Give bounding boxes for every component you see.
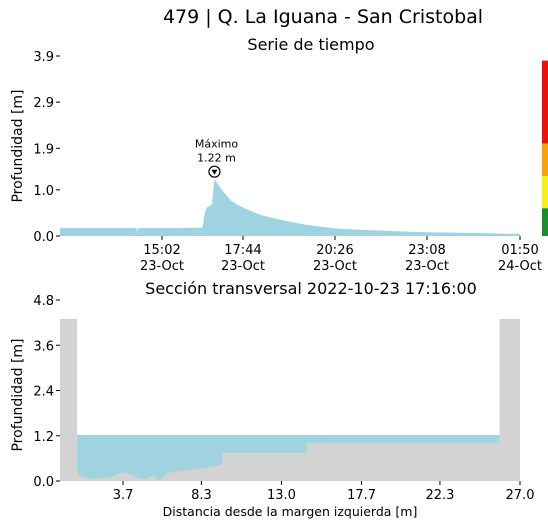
y-tick-label: 3.6 [33, 339, 54, 354]
depth-series-area [60, 179, 520, 236]
y-tick-label: 0.0 [33, 475, 54, 490]
ground-area [60, 318, 520, 481]
x-tick-label: 27.0 [506, 488, 535, 503]
x-tick-label-time: 17:44 [224, 243, 261, 258]
y-tick-label: 2.4 [33, 385, 54, 400]
x-tick-label-date: 23-Oct [405, 259, 449, 274]
time-series-x-ticks: 15:0223-Oct17:4423-Oct20:2623-Oct23:0823… [140, 236, 542, 274]
time-series-title: Serie de tiempo [247, 35, 374, 54]
y-tick-label: 1.0 [33, 184, 54, 199]
x-tick-label: 3.7 [113, 488, 134, 503]
alert-band-red [542, 60, 548, 144]
x-tick-label-time: 15:02 [143, 243, 180, 258]
x-tick-label-date: 23-Oct [313, 259, 357, 274]
time-series-y-ticks: 0.0 1.0 1.9 2.9 3.9 [33, 50, 60, 245]
time-series-ylabel: Profundidad [m] [10, 89, 26, 202]
cross-section-ylabel: Profundidad [m] [10, 338, 26, 451]
x-tick-label: 22.3 [425, 488, 454, 503]
y-tick-label: 1.9 [33, 142, 54, 157]
y-tick-label: 1.2 [33, 430, 54, 445]
alert-band-yellow [542, 176, 548, 209]
maximum-annotation: Máximo 1.22 m [195, 138, 239, 178]
x-tick-label: 13.0 [267, 488, 296, 503]
y-tick-label: 2.9 [33, 96, 54, 111]
x-tick-label-date: 23-Oct [140, 259, 184, 274]
y-tick-label: 0.0 [33, 230, 54, 245]
x-tick-label-date: 23-Oct [221, 259, 265, 274]
cross-section-title: Sección transversal 2022-10-23 17:16:00 [145, 279, 477, 298]
maximum-value-label: 1.22 m [197, 152, 236, 165]
cross-section-x-ticks: 3.7 8.3 13.0 17.7 22.3 27.0 [113, 481, 535, 503]
x-tick-label-time: 01:50 [501, 243, 538, 258]
channel-bed-profile [60, 318, 520, 481]
x-tick-label: 8.3 [191, 488, 212, 503]
cross-section-chart: Sección transversal 2022-10-23 17:16:00 … [10, 279, 534, 519]
time-series-chart: Serie de tiempo Profundidad [m] 0.0 1.0 1.… [10, 35, 548, 274]
x-tick-label-time: 20:26 [316, 243, 353, 258]
maximum-label: Máximo [195, 138, 239, 151]
alert-band-orange [542, 143, 548, 176]
alert-band-green [542, 208, 548, 236]
x-tick-label: 17.7 [347, 488, 376, 503]
alert-level-scale [542, 60, 548, 236]
x-tick-label-time: 23:08 [408, 243, 445, 258]
x-tick-label-date: 24-Oct [498, 259, 542, 274]
cross-section-xlabel: Distancia desde la margen izquierda [m] [163, 504, 418, 519]
y-tick-label: 4.8 [33, 294, 54, 309]
maximum-marker-triangle-icon [211, 169, 218, 175]
time-series-area [60, 179, 520, 236]
cross-section-y-ticks: 0.0 1.2 2.4 3.6 4.8 [33, 294, 60, 490]
figure-title: 479 | Q. La Iguana - San Cristobal [163, 6, 483, 28]
y-tick-label: 3.9 [33, 50, 54, 65]
